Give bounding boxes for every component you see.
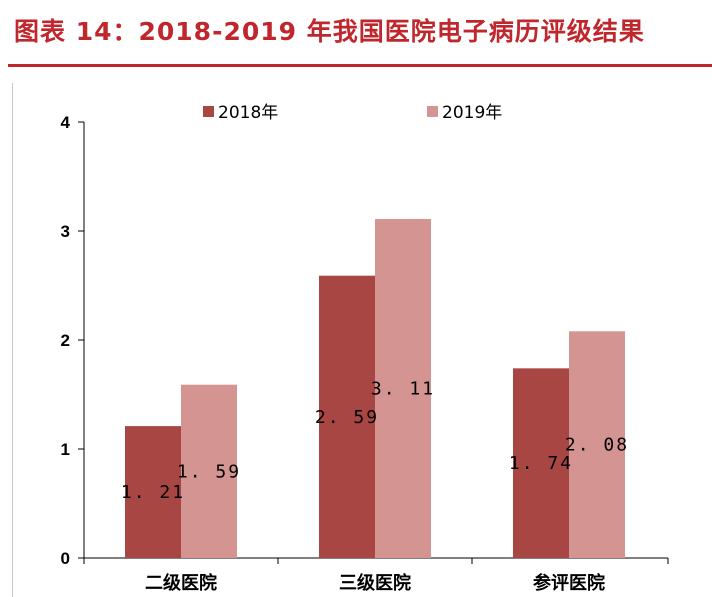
legend-swatch: [427, 106, 438, 117]
legend-swatch: [203, 106, 214, 117]
x-category-label: 参评医院: [533, 572, 605, 594]
chart-legend: 2018年 2019年: [203, 103, 502, 123]
y-tick-label: 3: [61, 222, 70, 241]
legend-label: 2018年: [218, 103, 278, 123]
bar: [319, 275, 375, 558]
y-tick-label: 0: [61, 549, 70, 568]
bar: [375, 219, 431, 558]
page-title: 图表 14：2018-2019 年我国医院电子病历评级结果: [14, 17, 645, 46]
title-divider: [8, 64, 712, 67]
bar: [569, 331, 625, 558]
data-label: 2. 08: [565, 435, 629, 456]
y-tick-label: 1: [61, 440, 70, 459]
bar: [513, 368, 569, 558]
data-label: 1. 59: [177, 461, 241, 482]
data-label: 1. 74: [509, 453, 573, 474]
x-category-label: 三级医院: [339, 572, 411, 594]
y-tick-label: 4: [61, 113, 71, 132]
data-label: 2. 59: [315, 407, 379, 428]
chart-bars: [125, 219, 625, 558]
x-category-label: 二级医院: [145, 572, 217, 594]
bar: [125, 426, 181, 558]
bar: [181, 384, 237, 558]
data-label: 3. 11: [371, 379, 435, 400]
data-label: 1. 21: [121, 482, 185, 503]
chart-data-labels: 1. 21 2. 59 1. 74 1. 59 3. 11 2. 08: [121, 379, 629, 504]
y-tick-label: 2: [61, 331, 70, 350]
frame-border: [12, 83, 13, 597]
legend-label: 2019年: [442, 103, 502, 123]
